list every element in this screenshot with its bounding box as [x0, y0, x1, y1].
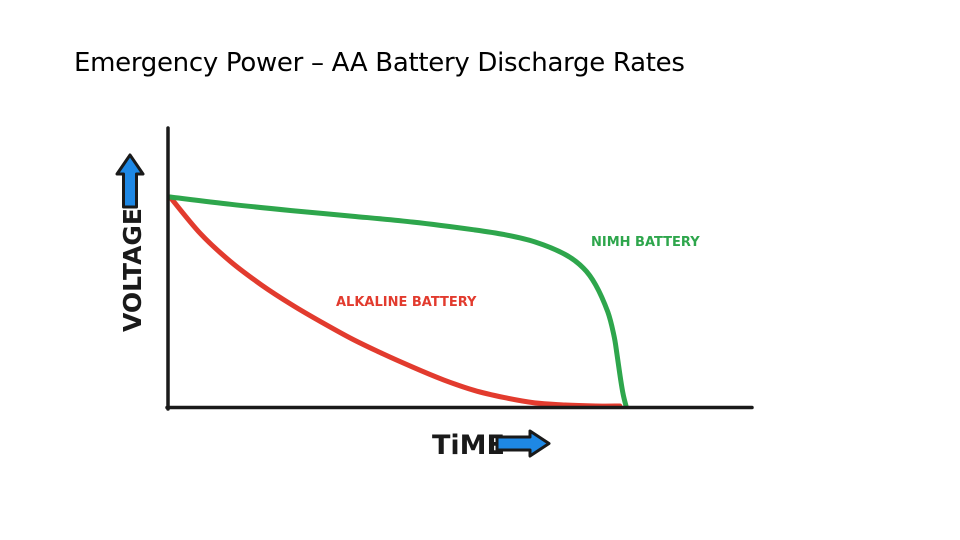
- y-axis-label: VOLTAGE: [118, 208, 147, 332]
- nimh-discharge-line: [167, 194, 629, 409]
- nimh-series-label: NIMH BATTERY: [591, 235, 700, 250]
- arrow-right-icon: [495, 429, 551, 458]
- alkaline-series-label: ALKALINE BATTERY: [336, 295, 477, 310]
- x-axis-label: TiME: [432, 430, 505, 461]
- slide-title: Emergency Power – AA Battery Discharge R…: [74, 48, 685, 78]
- alkaline-discharge-line: [167, 194, 623, 409]
- series-layer: [167, 194, 629, 409]
- arrow-up-icon: [115, 153, 145, 209]
